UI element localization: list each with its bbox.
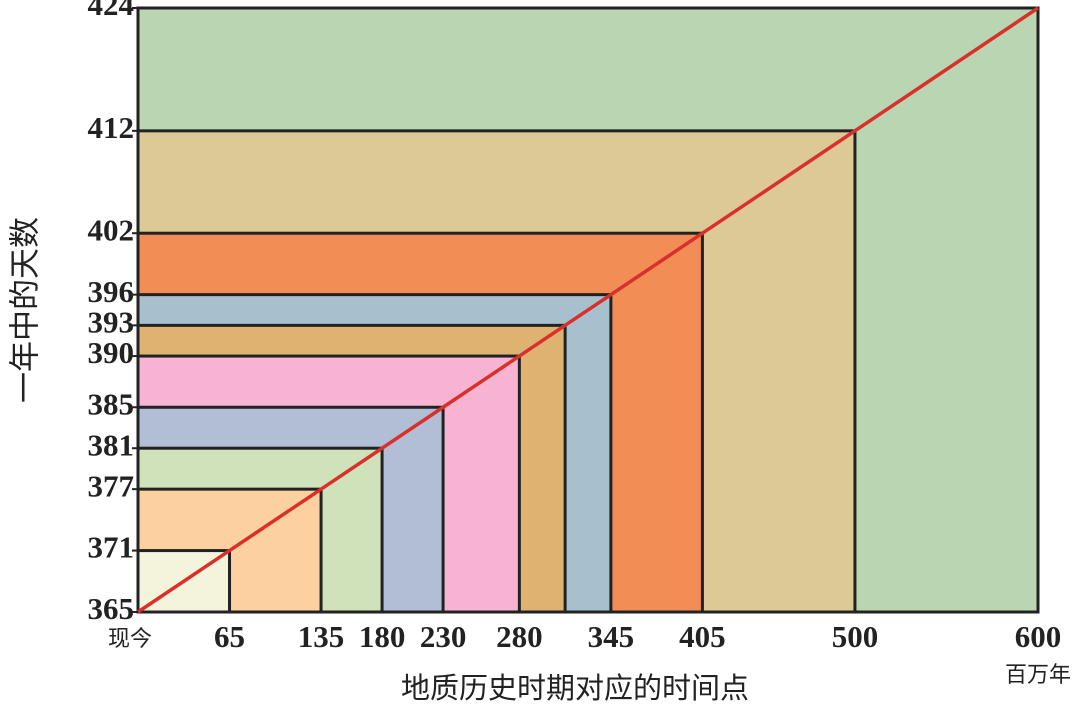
x-tick-label: 280 [496,619,543,654]
y-axis-title: 一年中的天数 [8,217,44,403]
x-tick-label: 600 [1015,619,1062,654]
x-axis-title: 地质历史时期对应的时间点 [401,671,749,705]
y-tick-label: 365 [88,591,135,626]
y-tick-label: 412 [88,110,135,145]
y-tick-label: 396 [88,274,135,309]
x-unit: 百万年 [1005,663,1071,688]
x-tick-label: 405 [679,619,726,654]
x-tick-label: 500 [832,619,879,654]
x-tick-label: 现今 [108,627,152,652]
x-tick-label: 180 [359,619,406,654]
x-tick-label: 345 [588,619,635,654]
y-tick-label: 424 [88,0,135,22]
y-tick-label: 402 [88,212,135,247]
y-tick-label: 390 [88,335,135,370]
x-tick-label: 135 [298,619,345,654]
y-tick-label: 371 [88,530,135,565]
y-tick-label: 385 [88,386,135,421]
y-tick-label: 377 [88,468,135,503]
x-tick-label: 230 [420,619,467,654]
y-tick-label: 393 [88,304,135,339]
diagonal-line [137,6,1039,614]
x-tick-label: 65 [214,619,245,654]
y-tick-label: 381 [88,427,135,462]
